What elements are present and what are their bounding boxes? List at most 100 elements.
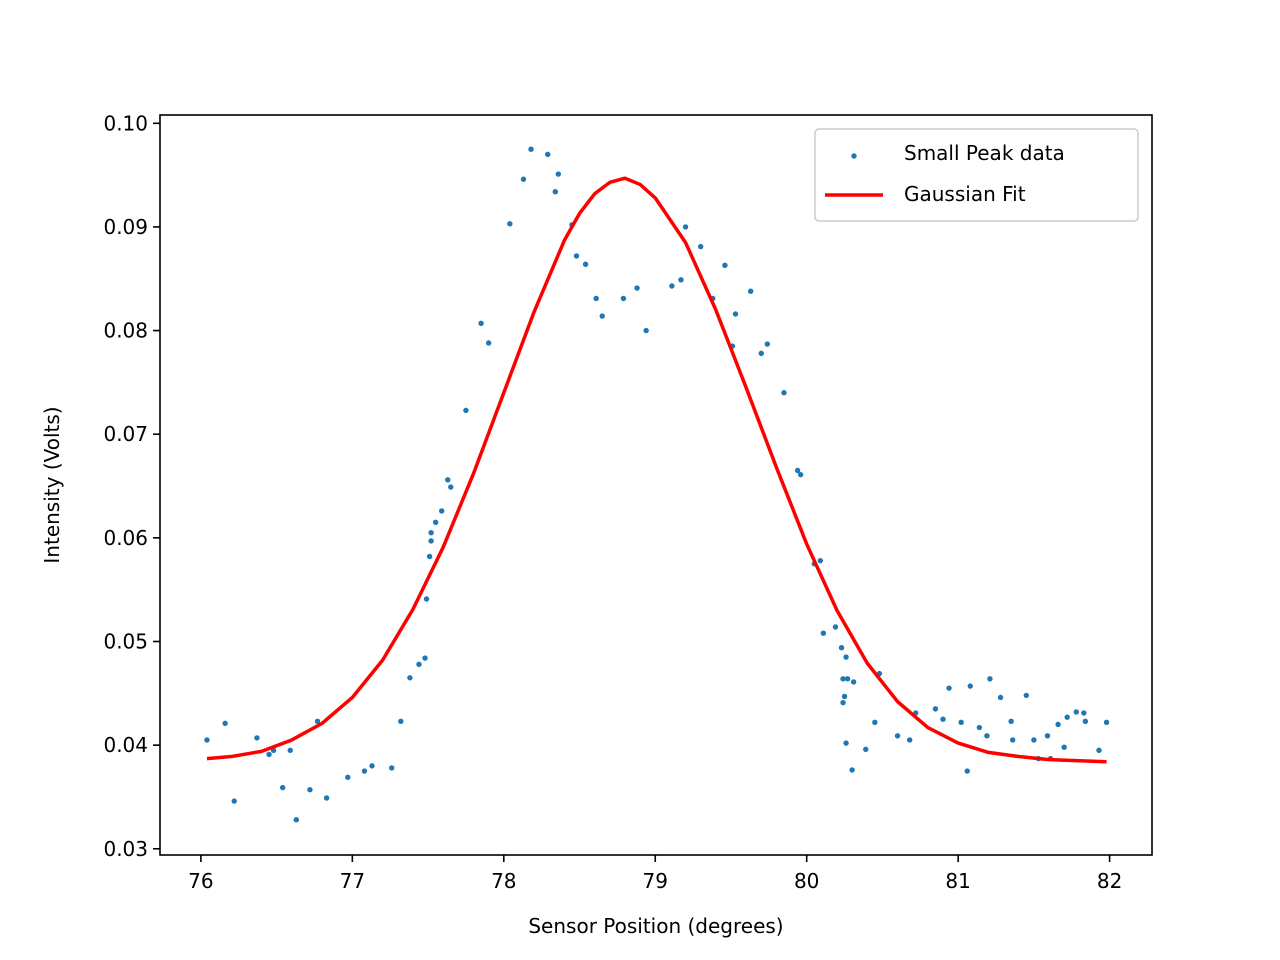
data-point <box>448 484 454 490</box>
data-point <box>932 706 939 712</box>
data-point <box>794 467 801 474</box>
data-point <box>758 350 764 357</box>
data-point <box>958 719 964 726</box>
data-point <box>369 763 375 769</box>
data-point <box>287 747 293 754</box>
y-tick-label: 0.08 <box>103 319 148 343</box>
data-point <box>732 311 739 317</box>
data-point <box>432 519 439 526</box>
data-point <box>987 676 993 682</box>
y-tick-label: 0.09 <box>103 215 148 239</box>
data-point <box>722 262 728 268</box>
legend-frame <box>814 128 1139 222</box>
data-point <box>293 817 300 823</box>
data-point <box>984 733 990 739</box>
data-point <box>843 740 849 746</box>
data-point <box>1009 737 1016 743</box>
x-tick-label: 81 <box>945 869 970 893</box>
data-point <box>552 188 558 195</box>
data-point <box>964 768 970 774</box>
data-point <box>1008 718 1014 724</box>
data-point <box>840 699 846 706</box>
data-point <box>593 295 599 302</box>
data-point <box>428 538 434 544</box>
legend-label-gaussian-fit: Gaussian Fit <box>904 182 1026 206</box>
y-tick-label: 0.05 <box>103 629 148 653</box>
data-point <box>976 724 983 731</box>
data-point <box>643 327 649 334</box>
data-point <box>416 661 422 667</box>
y-axis-title: Intensity (Volts) <box>40 406 64 563</box>
data-point <box>838 645 845 651</box>
data-point <box>781 390 787 396</box>
data-point <box>1096 747 1102 754</box>
series-0 <box>204 146 1110 823</box>
y-tick-label: 0.04 <box>103 733 148 757</box>
data-point <box>1082 718 1089 724</box>
data-point <box>279 784 286 791</box>
data-point <box>894 733 901 739</box>
data-point <box>1103 719 1110 726</box>
x-tick-label: 79 <box>643 869 668 893</box>
data-point <box>820 630 827 636</box>
y-tick-label: 0.10 <box>103 111 148 135</box>
data-point <box>582 261 589 267</box>
data-point <box>426 553 433 560</box>
data-point <box>1081 710 1087 716</box>
data-point <box>231 798 237 804</box>
data-point <box>840 676 846 682</box>
data-point <box>843 654 849 660</box>
data-point <box>478 320 484 327</box>
data-point <box>528 146 534 152</box>
data-point <box>345 774 351 780</box>
data-point <box>797 471 804 478</box>
data-point <box>697 243 704 250</box>
legend-label-small-peak-data: Small Peak data <box>904 141 1065 165</box>
axes-frame <box>159 114 1153 856</box>
data-point <box>1073 709 1079 715</box>
data-point <box>764 341 771 347</box>
data-point <box>850 679 857 685</box>
data-point <box>863 746 869 752</box>
y-tick-label: 0.06 <box>103 526 148 550</box>
data-point <box>389 765 395 771</box>
fit-line <box>206 176 1107 764</box>
data-point <box>634 285 640 291</box>
data-point <box>817 557 824 564</box>
x-axis: 76 77 78 79 80 81 82 <box>188 855 1122 893</box>
data-point <box>507 221 513 227</box>
data-point <box>747 288 754 294</box>
data-point <box>428 529 434 536</box>
data-point <box>398 718 404 724</box>
data-point <box>872 719 878 726</box>
data-point <box>520 176 527 182</box>
y-tick-label: 0.03 <box>103 837 148 861</box>
data-point <box>323 795 330 801</box>
x-axis-title: Sensor Position (degrees) <box>528 914 783 938</box>
data-point <box>445 477 451 483</box>
data-point <box>841 693 848 700</box>
data-point <box>832 624 839 630</box>
data-point <box>204 737 210 743</box>
y-axis: 0.03 0.04 0.05 0.06 0.07 0.08 0.09 0.10 <box>103 111 160 861</box>
data-point <box>407 675 413 681</box>
data-point <box>422 655 428 661</box>
data-point <box>669 283 675 289</box>
y-tick-label: 0.07 <box>103 422 148 446</box>
data-point <box>1023 692 1029 699</box>
x-tick-label: 82 <box>1097 869 1122 893</box>
x-tick-label: 76 <box>188 869 213 893</box>
data-point <box>485 340 492 346</box>
data-point <box>545 151 551 158</box>
data-point <box>307 787 313 793</box>
data-point <box>599 313 605 319</box>
data-point <box>678 277 684 283</box>
data-point <box>1044 733 1051 739</box>
data-point <box>1064 714 1070 720</box>
data-point <box>1061 744 1067 750</box>
data-point <box>946 685 952 691</box>
data-point <box>439 508 445 514</box>
legend-marker-small-peak-data <box>851 153 857 159</box>
data-point <box>906 737 913 743</box>
